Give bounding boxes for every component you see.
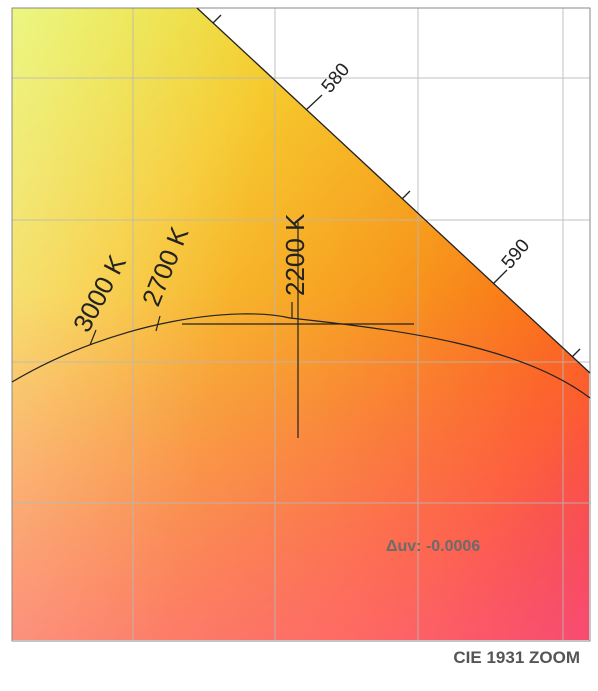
grid-lines (12, 8, 590, 640)
cct-label-2200: 2200 K (280, 213, 310, 296)
planckian-locus (11, 222, 591, 438)
plot-frame (11, 7, 591, 642)
spectral-locus (196, 7, 591, 374)
delta-uv-readout: Δuv: -0.0006 (386, 538, 481, 555)
chart-caption: CIE 1931 ZOOM (453, 648, 580, 667)
wavelength-label-590: 590 (498, 235, 534, 273)
wavelength-label-580: 580 (318, 59, 354, 97)
